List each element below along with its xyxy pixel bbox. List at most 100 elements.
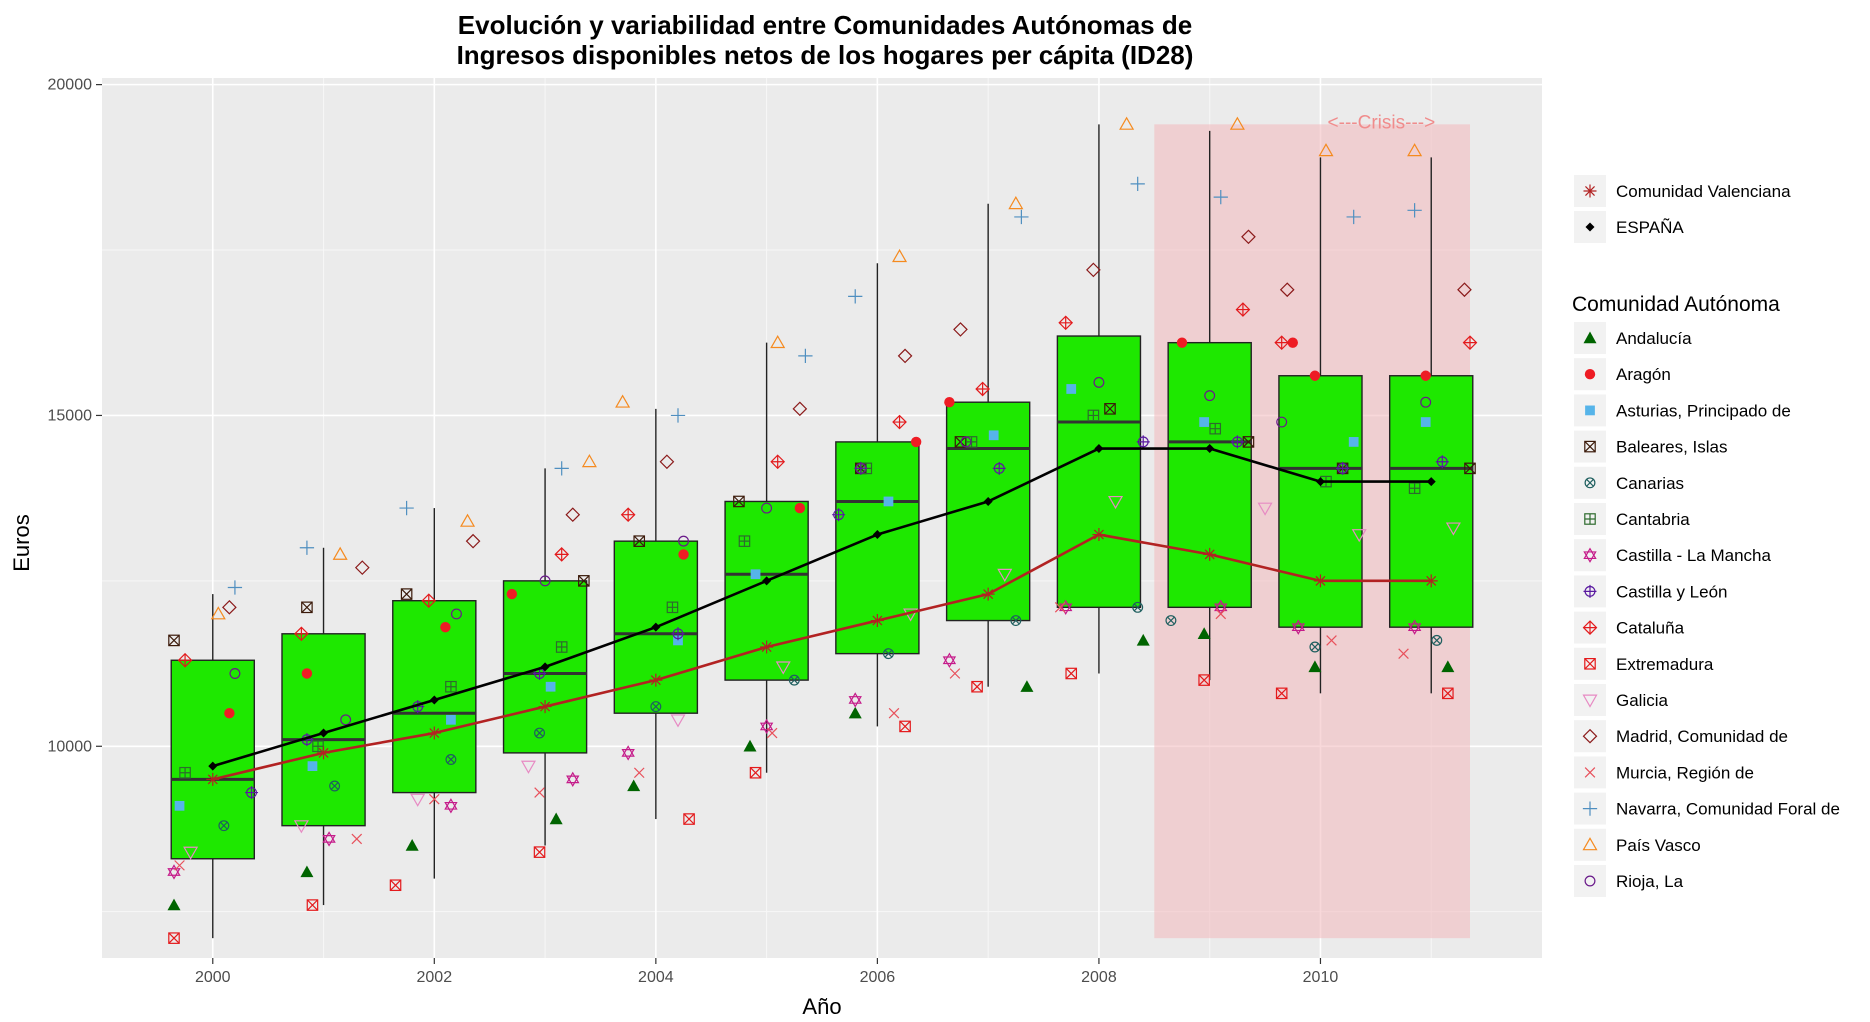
point xyxy=(1197,627,1211,639)
point xyxy=(882,648,894,660)
point-tri xyxy=(775,661,791,675)
point xyxy=(750,569,761,580)
point xyxy=(627,779,641,792)
point xyxy=(848,706,862,719)
point-tri xyxy=(183,846,199,860)
point xyxy=(1020,680,1034,692)
point xyxy=(1279,282,1295,298)
legend-key-cross xyxy=(1584,658,1596,670)
legend-item: Canarias xyxy=(1574,466,1684,499)
point-glyph xyxy=(1136,633,1150,646)
point xyxy=(329,780,341,792)
series-0 xyxy=(167,627,1455,911)
point xyxy=(1348,437,1359,447)
point xyxy=(1214,599,1228,616)
series-15 xyxy=(229,376,1432,726)
point xyxy=(770,334,786,349)
legend-label: País Vasco xyxy=(1616,836,1701,855)
point xyxy=(1176,337,1188,348)
point xyxy=(1462,335,1478,351)
point xyxy=(227,580,243,595)
y-axis-title: Euros xyxy=(9,514,34,571)
point xyxy=(174,860,185,871)
point-diamond xyxy=(565,507,581,523)
point-cross xyxy=(1442,687,1454,699)
point-box xyxy=(733,495,745,508)
series-1 xyxy=(224,337,1431,719)
point-ring xyxy=(534,727,546,739)
point xyxy=(1215,608,1227,620)
point xyxy=(1132,601,1144,613)
point xyxy=(997,568,1013,582)
legend-key xyxy=(1584,477,1596,489)
point xyxy=(659,454,675,470)
legend: Comunidad Valenciana ESPAÑA Comunidad Autó… xyxy=(1572,175,1840,897)
point-glyph xyxy=(988,430,999,441)
legend-item: Asturias, Principado de xyxy=(1574,394,1791,427)
point-cross xyxy=(578,575,590,587)
point-box xyxy=(1198,674,1210,686)
series-2 xyxy=(174,384,1431,811)
point-ring xyxy=(539,575,551,587)
point xyxy=(301,668,313,679)
point-tri xyxy=(210,606,226,620)
line-espana-point xyxy=(1315,477,1325,487)
point-glyph xyxy=(1441,660,1455,673)
point-tri xyxy=(410,793,426,807)
legend-label: Murcia, Región de xyxy=(1616,763,1754,782)
line-espana-point-diamond xyxy=(1315,477,1325,487)
box xyxy=(945,401,1031,622)
line-valenciana-point-star xyxy=(427,726,441,740)
point xyxy=(1104,403,1116,415)
point-cross xyxy=(651,702,660,711)
point xyxy=(733,495,745,508)
series-14 xyxy=(210,116,1423,620)
point-plus xyxy=(1130,176,1145,192)
point-plus xyxy=(1346,209,1361,225)
point xyxy=(759,718,774,735)
point-cross xyxy=(1133,603,1142,612)
point xyxy=(1165,615,1177,627)
line-espana-point xyxy=(540,662,550,672)
legend-key-cross xyxy=(1584,767,1596,778)
point xyxy=(1308,660,1322,673)
point xyxy=(581,454,597,468)
point xyxy=(322,831,336,847)
x-tick-label: 2000 xyxy=(195,969,231,986)
legend-item: Navarra, Comunidad Foral de xyxy=(1574,792,1840,825)
point xyxy=(1407,143,1423,157)
legend-label: Madrid, Comunidad de xyxy=(1616,727,1788,746)
point-plus xyxy=(1230,435,1244,449)
point-glyph xyxy=(678,549,689,560)
legend-item: Madrid, Comunidad de xyxy=(1574,720,1788,753)
point-cross xyxy=(733,495,745,508)
point-cross xyxy=(633,535,645,547)
point xyxy=(1010,615,1022,627)
point-cross xyxy=(447,755,455,764)
point-cross xyxy=(168,634,180,647)
line-espana-point-diamond xyxy=(651,622,661,632)
point xyxy=(1351,529,1367,543)
point-cross xyxy=(971,681,983,693)
point-cross xyxy=(534,787,545,798)
point-plus xyxy=(832,508,846,522)
point xyxy=(615,394,631,408)
legend-label: Cataluña xyxy=(1616,619,1685,638)
point-ring xyxy=(882,648,894,660)
legend-key-plus xyxy=(1583,621,1597,635)
point xyxy=(1213,189,1228,205)
x-tick-label: 2008 xyxy=(1081,969,1117,986)
point xyxy=(1199,417,1210,427)
point xyxy=(174,800,185,811)
legend-key xyxy=(1583,547,1597,563)
point-cross xyxy=(535,729,544,737)
line-valenciana-point xyxy=(1203,547,1217,561)
point-tri xyxy=(770,334,786,349)
box xyxy=(1167,341,1252,609)
point xyxy=(539,575,551,587)
point-ring xyxy=(340,714,352,726)
point xyxy=(224,707,235,719)
legend-item: Castilla - La Mancha xyxy=(1574,539,1772,572)
point-box xyxy=(168,932,180,944)
